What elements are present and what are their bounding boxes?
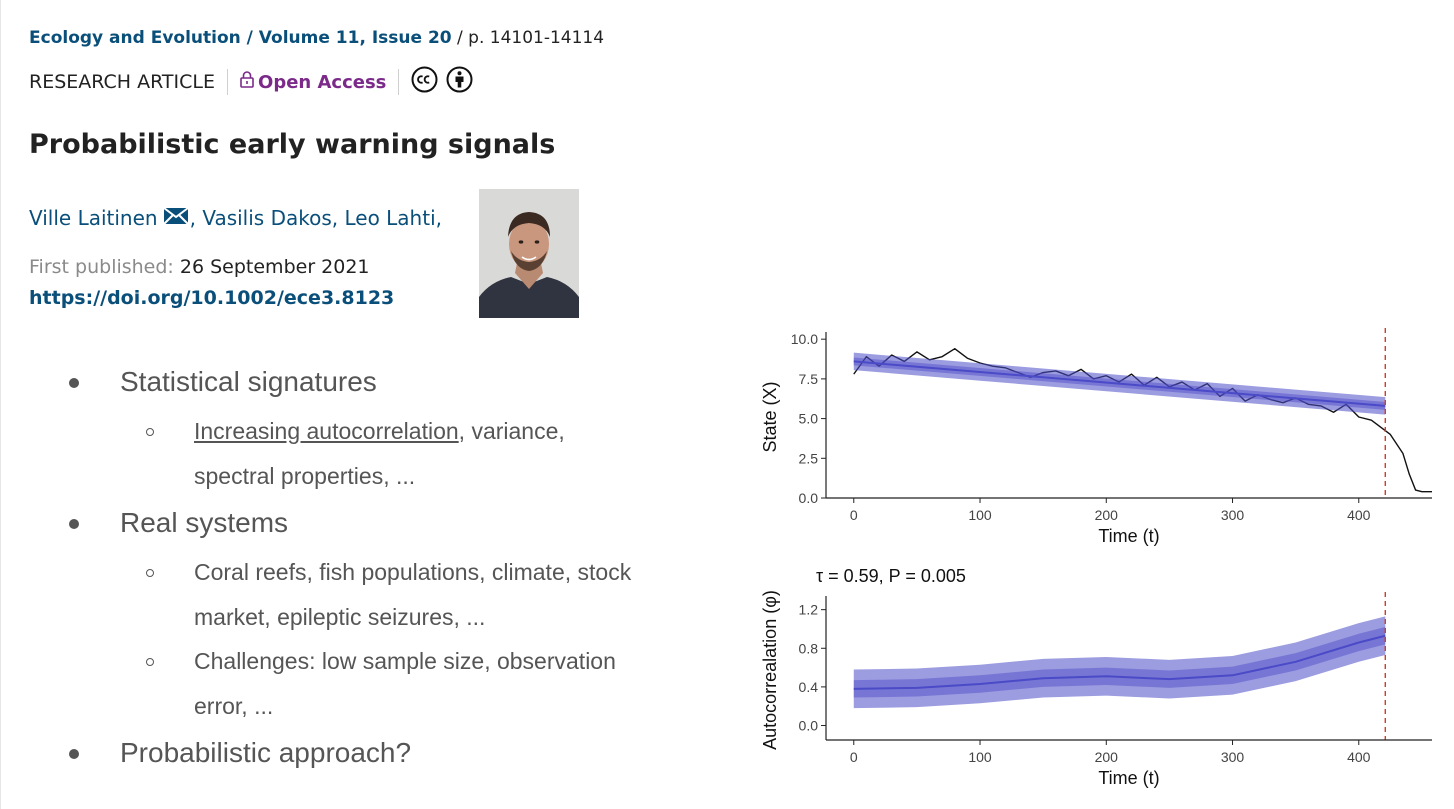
y-tick-label: 0.4 xyxy=(799,679,819,695)
x-axis-label: Time (t) xyxy=(1098,526,1159,546)
y-axis-label: State (X) xyxy=(760,381,780,452)
author-link-3[interactable]: Leo Lahti xyxy=(344,206,436,230)
series-band-0 xyxy=(853,616,1386,709)
y-tick-label: 10.0 xyxy=(791,331,818,347)
article-meta-row: RESEARCH ARTICLE Open Access xyxy=(29,66,473,98)
sub-bullet-2-1-line-2: market, epileptic seizures, ... xyxy=(194,604,486,630)
author-list: Ville Laitinen , Vasilis Dakos , Leo Lah… xyxy=(29,206,442,230)
x-tick-label: 400 xyxy=(1347,749,1371,765)
sub-bullet-1-1-line-1: , variance, xyxy=(458,418,565,444)
meta-divider-2 xyxy=(398,69,400,95)
article-title: Probabilistic early warning signals xyxy=(29,129,556,160)
author-sep-3: , xyxy=(435,206,442,230)
sub-bullet-2-2-line-2: error, ... xyxy=(194,693,274,719)
series-line-0 xyxy=(853,634,1386,690)
publish-info: First published: 26 September 2021 xyxy=(29,256,370,278)
y-axis-label: Autocorrealation (φ) xyxy=(760,590,780,750)
y-tick-label: 0.8 xyxy=(799,640,819,656)
y-tick-label: 0.0 xyxy=(799,718,819,734)
chart-title: τ = 0.59, P = 0.005 xyxy=(816,566,966,586)
underlined-term: Increasing autocorrelation xyxy=(194,418,459,444)
person-icon[interactable] xyxy=(446,66,473,98)
series-line-1 xyxy=(853,360,1386,407)
article-type: RESEARCH ARTICLE xyxy=(29,71,216,93)
y-tick-label: 1.2 xyxy=(799,602,819,618)
x-tick-label: 0 xyxy=(850,507,858,523)
bullet-item-1: Statistical signatures xyxy=(120,366,377,397)
journal-link[interactable]: Ecology and Evolution xyxy=(29,28,241,48)
sub-bullet-marker xyxy=(146,428,154,436)
open-access-label: Open Access xyxy=(258,71,387,93)
author-photo xyxy=(479,189,579,318)
journal-breadcrumb: Ecology and Evolution / Volume 11, Issue… xyxy=(29,28,604,48)
author-sep-1: , xyxy=(189,206,203,230)
sub-bullet-marker xyxy=(146,569,154,577)
author-sep-2: , xyxy=(331,206,345,230)
x-tick-label: 100 xyxy=(968,749,992,765)
sub-bullet-2-2-line-1: Challenges: low sample size, observation xyxy=(194,648,616,674)
doi-link[interactable]: https://doi.org/10.1002/ece3.8123 xyxy=(29,287,395,309)
author-link-2[interactable]: Vasilis Dakos xyxy=(202,206,332,230)
bullet-marker xyxy=(69,749,79,759)
y-tick-label: 0.0 xyxy=(799,490,819,506)
sub-bullet-2-2: Challenges: low sample size, observation… xyxy=(194,639,616,729)
bullet-item-3: Probabilistic approach? xyxy=(120,737,412,768)
x-tick-label: 200 xyxy=(1095,749,1119,765)
x-tick-label: 300 xyxy=(1221,507,1245,523)
license-icons[interactable] xyxy=(411,66,473,98)
sub-bullet-1-1-line-2: spectral properties, ... xyxy=(194,463,416,489)
mail-icon[interactable] xyxy=(162,206,189,230)
sub-bullet-2-1-line-1: Coral reefs, fish populations, climate, … xyxy=(194,559,632,585)
x-tick-label: 100 xyxy=(968,507,992,523)
journal-sep: / xyxy=(240,28,259,48)
journal-sep-2: / xyxy=(451,28,469,48)
bullet-item-2: Real systems xyxy=(120,507,289,538)
x-axis-label: Time (t) xyxy=(1098,768,1159,788)
page-range: p. 14101-14114 xyxy=(468,28,605,48)
x-tick-label: 400 xyxy=(1347,507,1371,523)
autocorrelation-chart: 0.0 0.4 0.8 1.2 0 100 200 300 400 Time (t) Autocor… xyxy=(760,566,1432,788)
figure-charts: 0.0 2.5 5.0 7.5 10.0 0 100 200 300 400 Time (t) Sta… xyxy=(760,328,1432,788)
open-access-badge[interactable]: Open Access xyxy=(240,71,386,93)
sub-bullet-marker xyxy=(146,658,154,666)
bullet-marker xyxy=(69,519,79,529)
lock-icon xyxy=(240,71,254,93)
author-link-1[interactable]: Ville Laitinen xyxy=(29,206,158,230)
series-band-core-0 xyxy=(853,627,1386,698)
sub-bullet-2-1: Coral reefs, fish populations, climate, … xyxy=(194,550,631,640)
bullet-marker xyxy=(69,378,79,388)
x-tick-label: 300 xyxy=(1221,749,1245,765)
volume-issue-link[interactable]: Volume 11, Issue 20 xyxy=(258,28,452,48)
x-tick-label: 200 xyxy=(1095,507,1119,523)
cc-icon[interactable] xyxy=(411,66,438,98)
published-date: 26 September 2021 xyxy=(179,256,370,278)
x-tick-label: 0 xyxy=(850,749,858,765)
published-label: First published: xyxy=(29,256,174,278)
sub-bullet-1-1: Increasing autocorrelation, variance, sp… xyxy=(194,409,565,499)
state-chart: 0.0 2.5 5.0 7.5 10.0 0 100 200 300 400 Time (t) Sta… xyxy=(760,328,1432,546)
y-tick-label: 5.0 xyxy=(799,411,819,427)
y-tick-label: 7.5 xyxy=(799,371,819,387)
meta-divider xyxy=(227,69,229,95)
y-tick-label: 2.5 xyxy=(799,450,819,466)
